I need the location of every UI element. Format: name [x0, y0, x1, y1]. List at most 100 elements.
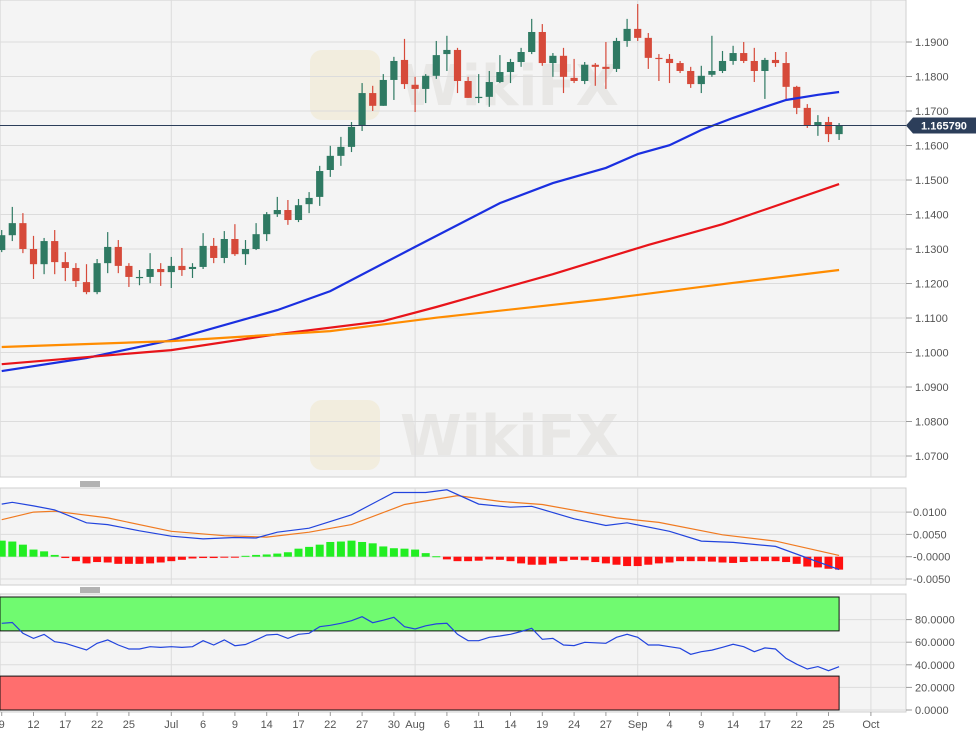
- candle[interactable]: [220, 231, 228, 264]
- macd-histogram-bar: [146, 556, 155, 564]
- candle[interactable]: [517, 47, 525, 67]
- panel-resize-handle[interactable]: [80, 587, 100, 593]
- candle[interactable]: [655, 54, 663, 81]
- candle[interactable]: [559, 47, 568, 94]
- candle[interactable]: [411, 76, 419, 113]
- candle[interactable]: [337, 136, 345, 166]
- candle[interactable]: [157, 263, 165, 286]
- candle-body: [761, 59, 769, 71]
- candle-body: [559, 55, 568, 77]
- candle[interactable]: [591, 63, 599, 86]
- candle[interactable]: [570, 58, 578, 84]
- candle[interactable]: [29, 235, 38, 280]
- macd-histogram-bar: [93, 556, 102, 563]
- candle[interactable]: [125, 263, 133, 287]
- candle[interactable]: [19, 213, 27, 254]
- candle[interactable]: [8, 206, 16, 242]
- candle[interactable]: [549, 53, 557, 77]
- candle[interactable]: [252, 223, 260, 251]
- price-axis-tick-label: 1.1400: [915, 210, 949, 222]
- candle[interactable]: [496, 55, 504, 84]
- candle[interactable]: [167, 256, 175, 288]
- moving-average-line-ma_slow: [1, 268, 840, 349]
- candle[interactable]: [369, 85, 377, 111]
- candle[interactable]: [305, 192, 313, 214]
- candle[interactable]: [104, 232, 112, 274]
- candle[interactable]: [358, 83, 366, 132]
- candle[interactable]: [326, 145, 334, 177]
- candle[interactable]: [581, 62, 589, 85]
- macd-panel[interactable]: [0, 489, 844, 571]
- candle[interactable]: [178, 247, 186, 276]
- candle[interactable]: [485, 70, 493, 107]
- candle[interactable]: [210, 237, 218, 264]
- macd-histogram-bar: [103, 556, 112, 563]
- candle[interactable]: [93, 259, 101, 295]
- candle[interactable]: [697, 65, 705, 94]
- candle[interactable]: [432, 40, 440, 79]
- macd-histogram-bar: [760, 556, 769, 562]
- candle[interactable]: [687, 66, 695, 88]
- candle-body: [496, 72, 504, 83]
- candle[interactable]: [475, 74, 483, 104]
- candle-body: [61, 262, 69, 268]
- candle[interactable]: [114, 240, 122, 274]
- candle[interactable]: [146, 253, 154, 284]
- candle[interactable]: [453, 47, 462, 94]
- price-panel[interactable]: 1.165790: [0, 4, 976, 373]
- candle[interactable]: [273, 196, 281, 217]
- rsi-panel[interactable]: [0, 596, 840, 711]
- candle[interactable]: [729, 45, 737, 65]
- candle[interactable]: [443, 35, 451, 71]
- candle[interactable]: [135, 270, 144, 286]
- candle[interactable]: [750, 47, 758, 83]
- candle-body: [750, 60, 758, 71]
- candle[interactable]: [82, 264, 91, 295]
- candle[interactable]: [263, 212, 271, 242]
- macd-histogram-bar: [283, 552, 292, 557]
- candle[interactable]: [400, 38, 409, 89]
- candle[interactable]: [634, 4, 642, 41]
- panel-resize-handle[interactable]: [80, 481, 100, 487]
- candle[interactable]: [422, 74, 430, 104]
- candle[interactable]: [771, 52, 780, 67]
- candle[interactable]: [528, 18, 536, 55]
- candle[interactable]: [241, 240, 250, 265]
- candle[interactable]: [612, 37, 621, 73]
- candle[interactable]: [538, 24, 546, 66]
- candle[interactable]: [623, 18, 631, 47]
- candle[interactable]: [782, 52, 790, 100]
- candle[interactable]: [676, 60, 684, 74]
- candle[interactable]: [40, 237, 48, 275]
- candle-body: [178, 265, 186, 271]
- candle[interactable]: [231, 224, 239, 256]
- candle[interactable]: [602, 42, 610, 89]
- candle[interactable]: [284, 200, 292, 225]
- candle[interactable]: [390, 56, 398, 100]
- candle[interactable]: [506, 58, 515, 84]
- date-axis-tick-label: 25: [822, 719, 834, 731]
- candle[interactable]: [740, 42, 748, 64]
- candle[interactable]: [294, 198, 303, 223]
- candle[interactable]: [61, 252, 69, 282]
- candle[interactable]: [824, 116, 833, 143]
- candle[interactable]: [718, 50, 727, 74]
- candle[interactable]: [665, 54, 674, 84]
- candle[interactable]: [761, 57, 769, 99]
- candle[interactable]: [708, 35, 716, 77]
- candle[interactable]: [199, 233, 207, 270]
- candle-body: [93, 263, 101, 293]
- candle[interactable]: [188, 263, 197, 278]
- candle[interactable]: [72, 263, 80, 287]
- candle[interactable]: [379, 74, 387, 106]
- candle[interactable]: [0, 230, 6, 253]
- candle-body: [358, 93, 366, 126]
- candle[interactable]: [803, 104, 811, 128]
- candle[interactable]: [464, 76, 472, 98]
- rsi-axis-tick-label: 80.0000: [915, 615, 955, 627]
- candle[interactable]: [316, 165, 324, 206]
- macd-histogram-bar: [0, 540, 6, 557]
- candle[interactable]: [347, 122, 356, 153]
- candle[interactable]: [644, 33, 652, 69]
- candle[interactable]: [51, 230, 59, 275]
